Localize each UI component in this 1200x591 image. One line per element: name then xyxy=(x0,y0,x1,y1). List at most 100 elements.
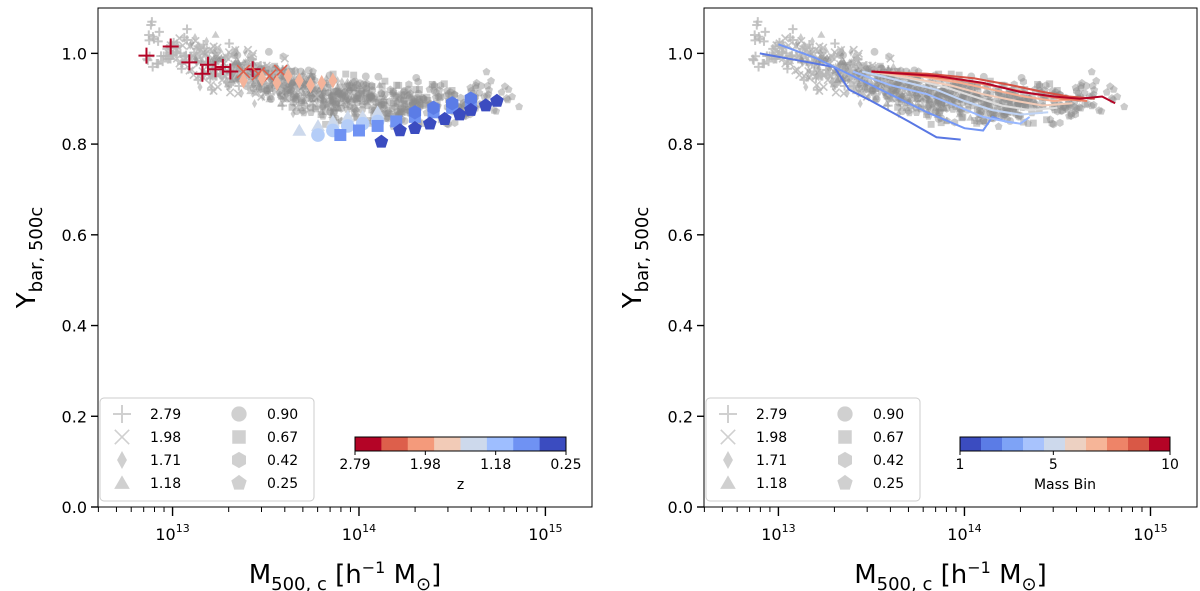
background-point xyxy=(887,72,895,80)
background-point xyxy=(894,103,902,111)
background-point xyxy=(402,100,410,109)
background-point xyxy=(278,89,287,96)
background-point xyxy=(278,92,286,100)
background-point xyxy=(958,94,966,102)
background-point xyxy=(420,94,428,103)
y-tick-label: 1.0 xyxy=(668,44,693,63)
background-point xyxy=(1067,109,1075,118)
data-point-0-67 xyxy=(352,124,365,137)
background-point xyxy=(1106,82,1114,90)
colorbar-segment xyxy=(355,437,382,451)
y-tick-label: 0.2 xyxy=(668,407,693,426)
background-point xyxy=(1005,97,1013,105)
data-point-0-42 xyxy=(446,96,459,111)
background-point xyxy=(297,95,306,103)
x-tick-label: 1015 xyxy=(1133,522,1167,544)
background-point xyxy=(1034,80,1042,88)
background-point xyxy=(344,95,352,103)
background-point xyxy=(333,86,341,96)
background-point xyxy=(182,35,192,45)
background-point xyxy=(799,41,809,51)
background-point xyxy=(397,108,405,116)
background-point xyxy=(326,107,335,116)
background-point xyxy=(193,56,199,66)
background-point xyxy=(502,94,511,102)
background-point xyxy=(396,108,404,117)
background-point xyxy=(405,90,413,99)
background-point xyxy=(332,100,340,108)
background-point xyxy=(281,76,289,83)
left-panel: 0.0 0.2 0.4 0.6 0.8 1.0 1013 1014 1015 Ybar, 500c… xyxy=(12,7,593,591)
background-point xyxy=(1035,80,1044,89)
background-point xyxy=(208,46,217,55)
background-point xyxy=(293,85,302,95)
background-point xyxy=(982,108,991,117)
background-point xyxy=(812,80,822,90)
x-axis-ticks: 1013 1014 1015 xyxy=(97,507,563,544)
background-point xyxy=(335,76,341,86)
background-point xyxy=(908,83,917,90)
background-point xyxy=(895,98,903,107)
legend-marker-hexagon xyxy=(838,451,852,469)
y-tick-label: 0.8 xyxy=(668,135,693,154)
background-point xyxy=(242,47,248,57)
x-axis-label: M500, c [h−1 M⊙] xyxy=(249,558,442,591)
background-point xyxy=(788,24,798,34)
background-point xyxy=(359,100,367,109)
background-point xyxy=(1042,81,1050,90)
background-point xyxy=(898,91,907,99)
background-point xyxy=(347,95,356,103)
legend-label: 1.71 xyxy=(756,453,787,469)
background-point xyxy=(212,51,221,59)
background-point xyxy=(328,91,336,101)
background-point xyxy=(202,47,212,57)
legend-marker-pentagon xyxy=(837,474,853,490)
background-point xyxy=(366,93,374,101)
background-point xyxy=(471,83,480,92)
background-point xyxy=(179,51,190,61)
background-point xyxy=(1071,106,1079,115)
background-point xyxy=(257,92,266,102)
background-point xyxy=(950,95,956,105)
background-point xyxy=(975,117,984,125)
background-point xyxy=(809,36,815,46)
y-tick-label: 1.0 xyxy=(62,44,87,63)
background-point xyxy=(935,108,943,116)
background-point xyxy=(758,58,768,69)
colorbar-segment xyxy=(1107,437,1129,451)
background-point xyxy=(497,88,506,96)
legend-marker-plus xyxy=(719,405,737,423)
data-point-1-71 xyxy=(317,74,327,91)
background-point xyxy=(983,100,991,109)
x-axis-ticks: 1013 1014 1015 xyxy=(703,507,1168,544)
background-point xyxy=(345,96,351,106)
background-point xyxy=(281,93,290,103)
legend-box xyxy=(99,397,315,502)
background-point xyxy=(816,71,826,81)
background-point xyxy=(384,109,393,118)
background-point xyxy=(419,93,427,103)
background-point xyxy=(483,81,492,90)
background-point xyxy=(260,92,266,102)
background-point xyxy=(905,81,913,89)
legend-label: 0.42 xyxy=(267,453,298,469)
background-point xyxy=(367,92,375,101)
background-point xyxy=(232,75,241,82)
background-point xyxy=(287,79,295,89)
background-point xyxy=(933,108,942,116)
data-point-0-25 xyxy=(490,93,504,107)
background-point xyxy=(363,101,372,110)
background-point xyxy=(925,94,931,104)
background-point xyxy=(340,92,346,102)
background-point xyxy=(213,43,222,52)
background-point xyxy=(995,99,1003,107)
background-point xyxy=(928,99,937,108)
background-point xyxy=(1048,119,1056,128)
y-tick-label: 0.4 xyxy=(668,317,693,336)
background-point xyxy=(950,96,956,106)
colorbar-label: z xyxy=(457,477,464,493)
colorbar-segment xyxy=(981,437,1003,451)
background-point xyxy=(343,77,352,85)
y-tick-label: 0.0 xyxy=(668,498,693,517)
y-tick-label: 0.0 xyxy=(62,498,87,517)
